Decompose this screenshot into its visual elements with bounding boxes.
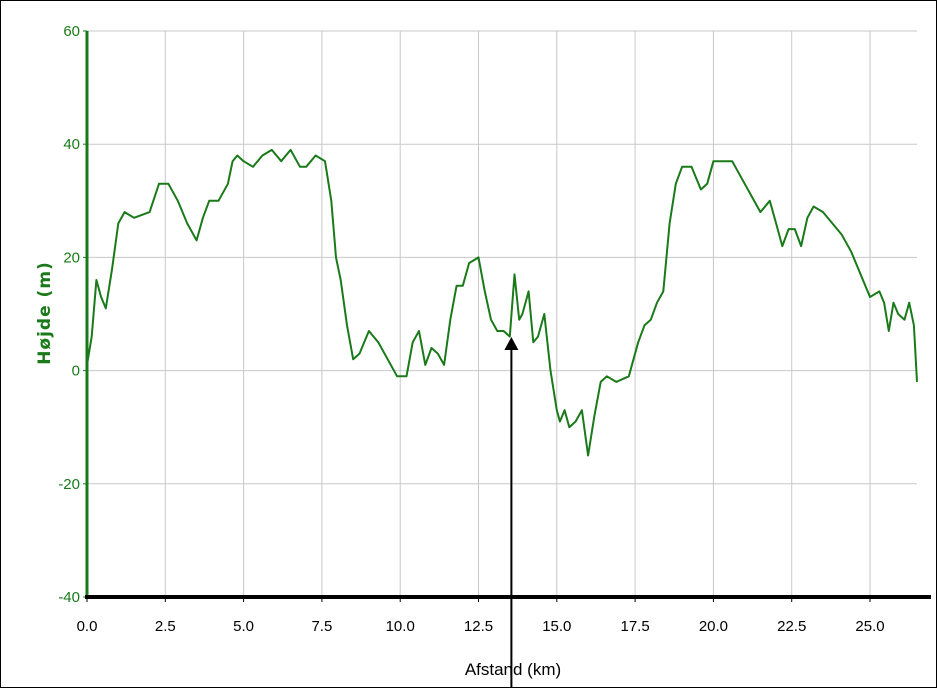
y-tick-label: -40 <box>58 589 80 606</box>
y-tick-label: 20 <box>63 249 80 266</box>
y-tick-label: 40 <box>63 136 80 153</box>
x-tick-label: 2.5 <box>155 618 176 635</box>
x-tick-label: 22.5 <box>777 618 806 635</box>
x-tick-label: 17.5 <box>621 618 650 635</box>
axes <box>83 30 931 602</box>
x-axis-label: Afstand (km) <box>465 660 561 679</box>
x-tick-label: 5.0 <box>233 618 254 635</box>
x-tick-label: 0.0 <box>77 618 98 635</box>
y-tick-label: -20 <box>58 476 80 493</box>
elevation-line <box>86 148 918 457</box>
y-axis-label: Højde (m) <box>35 261 55 365</box>
x-tick-label: 12.5 <box>464 618 493 635</box>
x-tick-label: 15.0 <box>542 618 571 635</box>
y-tick-labels: 60 40 20 0 -20 -40 <box>58 23 80 606</box>
x-tick-label: 7.5 <box>311 618 332 635</box>
grid-lines <box>87 30 917 597</box>
x-tick-label: 20.0 <box>699 618 728 635</box>
x-tick-label: 25.0 <box>855 618 884 635</box>
y-tick-label: 0 <box>72 363 80 380</box>
y-tick-label: 60 <box>63 23 80 40</box>
marker-arrowhead <box>504 337 519 350</box>
position-marker <box>504 337 519 687</box>
x-tick-label: 10.0 <box>386 618 415 635</box>
x-tick-labels: 0.0 2.5 5.0 7.5 10.0 12.5 15.0 17.5 20.0 22.5 25.0 <box>77 618 885 635</box>
